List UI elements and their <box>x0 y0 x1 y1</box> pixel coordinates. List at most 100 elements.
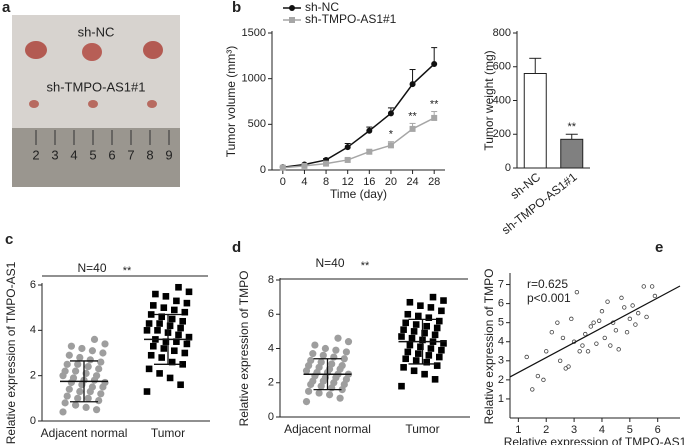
point <box>76 387 84 396</box>
y-tick-label: 7 <box>498 278 504 290</box>
point <box>400 326 407 333</box>
point <box>67 342 75 350</box>
y-tick-label: 4 <box>498 336 504 348</box>
point <box>342 348 350 356</box>
point <box>652 293 658 299</box>
point <box>431 114 438 121</box>
legend-marker <box>289 5 295 11</box>
point <box>181 349 189 357</box>
point <box>398 382 405 390</box>
y-tick-label: 8 <box>268 274 274 286</box>
point <box>156 320 163 327</box>
point <box>402 355 409 363</box>
point <box>440 297 447 304</box>
ruler-label: 9 <box>165 147 172 162</box>
point <box>429 293 437 301</box>
point <box>431 376 439 383</box>
point <box>166 322 174 330</box>
y-axis-title: Tumor weight (mg) <box>482 50 496 150</box>
y-tick-label: 500 <box>248 118 266 130</box>
point <box>410 367 418 375</box>
point <box>158 313 165 321</box>
point <box>555 320 560 325</box>
point <box>427 304 435 311</box>
ruler-label: 6 <box>108 147 115 162</box>
point <box>88 347 96 355</box>
point <box>65 385 73 393</box>
point <box>398 333 405 340</box>
point <box>599 309 605 314</box>
point <box>425 352 433 359</box>
y-tick-label: 3 <box>498 355 504 367</box>
point <box>574 289 580 295</box>
point <box>65 351 73 359</box>
point <box>158 354 165 361</box>
point <box>69 374 78 382</box>
y-tick-label: 2 <box>30 370 36 382</box>
point <box>410 328 418 335</box>
point <box>154 327 161 334</box>
point <box>549 330 555 335</box>
point <box>366 148 373 155</box>
point <box>644 314 649 320</box>
point <box>425 314 433 321</box>
point <box>433 324 441 332</box>
point <box>177 381 184 389</box>
point <box>319 351 327 359</box>
point <box>78 344 86 353</box>
point <box>404 348 412 356</box>
legend-label: sh-NC <box>305 0 339 14</box>
point <box>173 338 180 345</box>
point <box>160 345 168 352</box>
point <box>171 347 178 355</box>
point <box>61 399 69 407</box>
y-tick-label: 2 <box>268 377 274 389</box>
point <box>145 320 153 327</box>
point <box>438 307 445 315</box>
y-tick-label: 600 <box>493 61 511 73</box>
point <box>409 125 416 132</box>
point <box>326 391 334 399</box>
point <box>152 290 159 298</box>
point <box>423 322 430 330</box>
point <box>150 302 157 309</box>
point <box>594 341 599 346</box>
point <box>404 310 412 318</box>
x-tick-label: 3 <box>571 424 577 436</box>
ruler-label: 7 <box>127 147 134 162</box>
point <box>90 335 99 343</box>
y-tick-label: 4 <box>268 342 274 354</box>
legend-marker <box>289 17 295 23</box>
line <box>282 117 435 169</box>
significance-label: ** <box>123 265 132 277</box>
tumor <box>143 41 163 59</box>
point <box>315 389 323 397</box>
point <box>317 358 325 366</box>
bar <box>560 138 584 169</box>
point <box>408 334 416 342</box>
point <box>406 298 414 306</box>
point <box>557 358 563 363</box>
point <box>95 365 103 373</box>
point <box>147 351 155 359</box>
point <box>332 346 340 354</box>
point <box>423 358 430 366</box>
x-tick-label: 4 <box>301 176 307 188</box>
fit-line <box>509 285 681 378</box>
point <box>436 317 443 325</box>
point <box>88 383 96 391</box>
point <box>560 335 566 341</box>
point <box>63 360 71 368</box>
point <box>156 370 163 377</box>
point <box>613 328 619 333</box>
point <box>535 373 541 379</box>
point <box>577 349 582 354</box>
point <box>436 353 443 361</box>
point <box>162 293 170 300</box>
point <box>417 343 424 351</box>
x-tick-label: 20 <box>385 176 397 188</box>
point <box>171 306 178 314</box>
point <box>309 350 317 358</box>
y-tick-label: 0 <box>260 164 266 176</box>
point <box>544 349 549 354</box>
